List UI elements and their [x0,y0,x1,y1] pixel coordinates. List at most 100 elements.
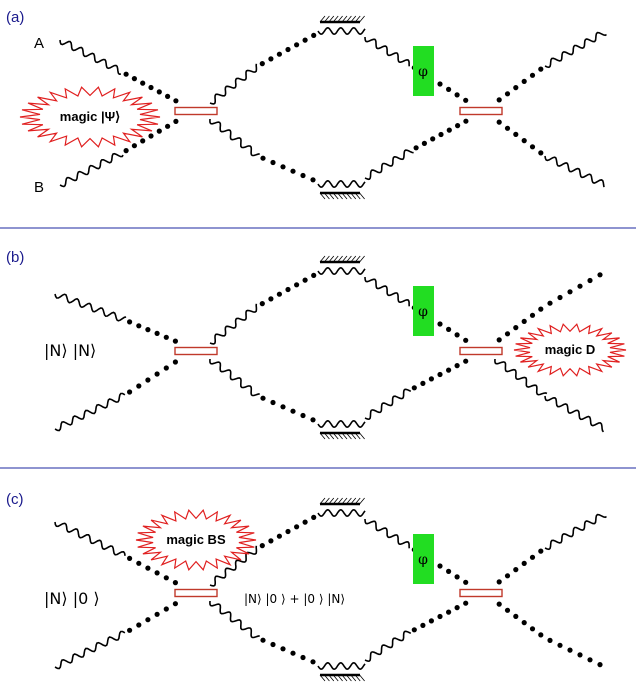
photon-wave [544,155,605,188]
magic-label: magic |Ψ⟩ [60,109,120,124]
magic-burst-shape [135,509,257,571]
photon-dot [163,606,169,612]
photon-dot [127,627,133,633]
beamsplitter [459,588,503,598]
magic-burst: magic D [513,323,627,377]
photon-dot [268,296,274,302]
magic-burst: magic BS [135,509,257,571]
photon-dot [294,42,300,48]
photon-dot [513,131,519,137]
photon-dot [504,331,511,337]
mirror-hatch [346,497,352,505]
photon-dot [285,528,291,535]
photon-dot [454,574,460,580]
photon-dot [577,283,583,289]
photon-dot [136,560,142,566]
photon-dot [260,637,266,643]
photon-dot [311,272,317,278]
photon-dot [463,337,469,343]
photon-dot [446,568,452,575]
photon-dot [311,32,317,39]
mirror-hatch [337,15,343,23]
mirror-hatch [350,192,357,200]
photon-wave [209,303,258,345]
photon-dot [259,301,265,307]
magic-burst: magic |Ψ⟩ [19,86,161,148]
photon-dot [411,385,417,391]
photon-dot [496,337,502,343]
photon-dot [294,524,300,530]
photon-dot [455,123,461,129]
magic-label: magic D [545,342,596,357]
photon-dot [285,286,291,293]
photon-dot [145,327,151,333]
mirror-hatch [337,497,343,505]
photon-dot [290,408,296,414]
photon-dot [413,145,419,151]
photon-dot [529,312,536,318]
beamsplitter [174,106,218,116]
photon-dot [587,657,593,663]
photon-dot [420,380,426,386]
photon-dot [496,97,502,103]
input-state: |N⟩ |0 ⟩ [44,589,100,608]
photon-dot [496,119,502,125]
photon-dot [411,627,417,633]
photon-dot [163,365,169,371]
mirror-hatch [354,674,361,682]
photon-dot [521,138,527,144]
mirror-hatch [324,192,330,200]
photon-dot [421,140,427,146]
photon-dot [577,652,583,658]
mirror-hatch [346,674,352,682]
mirror-hatch [319,192,326,200]
mirror-hatch [324,674,330,682]
photon-wave [54,630,126,670]
photon-dot [173,98,179,104]
photon-dot [131,76,137,82]
mirror-hatch [324,255,330,263]
mirror-hatch [350,15,357,23]
photon-dot [154,570,160,576]
photon-dot [496,601,502,607]
mirror-hatch [319,255,326,263]
photon-wave [364,276,410,307]
photon-dot [300,654,306,661]
photon-dot [270,399,276,406]
photon-dot [280,404,286,410]
photon-dot [148,133,154,139]
photon-dot [310,659,316,665]
photon-wave [317,419,366,429]
photon-wave [494,358,548,396]
photon-dot [463,579,469,585]
photon-dot [547,300,553,306]
mirror-hatch [319,15,326,23]
phase-label: φ [418,64,428,80]
photon-wave [54,521,126,556]
photon-dot [597,272,603,278]
mirror-hatch [328,674,335,682]
photon-dot [145,377,151,383]
photon-dot [268,538,274,544]
photon-dot [557,294,563,301]
photon-wave [317,26,366,36]
photon-dot [521,318,527,324]
photon-dot [513,613,519,620]
photon-dot [463,97,469,103]
photon-dot [131,143,137,149]
photon-dot [163,575,169,581]
mirror-hatch [332,15,339,23]
photon-dot [446,609,452,615]
photon-wave [317,266,366,276]
beamsplitter [459,346,503,356]
panel-c: (c) |N⟩ |0 ⟩ |N⟩ |0 ⟩ + |0 ⟩ |N⟩ magic B… [6,491,607,682]
mirror-hatch [354,192,361,200]
mirror-hatch [328,192,335,200]
mirror-hatch [350,432,357,440]
photon-dot [521,78,527,84]
photon-wave [317,661,366,671]
photon-wave [209,118,260,157]
mirror-hatch [346,255,352,263]
photon-dot [172,359,178,365]
photon-dot [504,573,511,579]
